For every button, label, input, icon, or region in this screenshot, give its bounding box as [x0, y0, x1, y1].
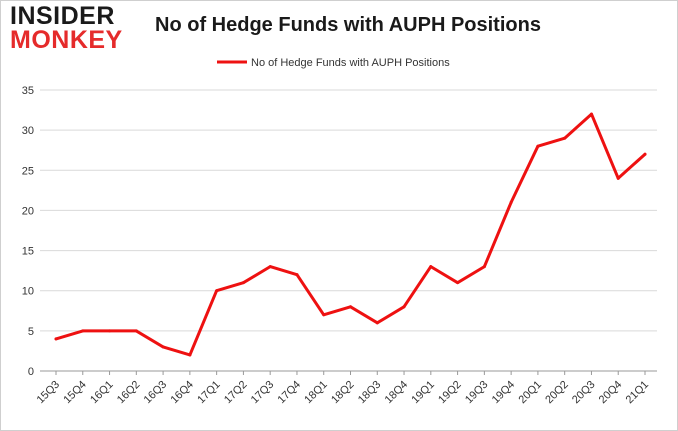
- data-point: [322, 313, 326, 317]
- chart-title: No of Hedge Funds with AUPH Positions: [155, 14, 541, 36]
- y-tick-label: 5: [28, 326, 34, 338]
- data-point: [456, 281, 460, 285]
- y-tick-label: 15: [22, 246, 34, 258]
- data-point: [536, 144, 540, 148]
- x-tick-label: 20Q4: [597, 379, 625, 407]
- x-tick-label: 18Q3: [356, 379, 384, 407]
- data-point: [215, 289, 219, 293]
- data-point: [429, 265, 433, 269]
- x-tick-label: 15Q4: [61, 379, 89, 407]
- x-tick-label: 16Q1: [88, 379, 116, 407]
- data-point: [108, 329, 112, 333]
- logo-line-2: MONKEY: [10, 26, 123, 54]
- logo-line-1: INSIDER: [10, 2, 115, 30]
- data-point: [589, 112, 593, 116]
- x-tick-label: 19Q2: [436, 379, 464, 407]
- data-point: [349, 305, 352, 309]
- data-point: [509, 200, 513, 204]
- data-point: [482, 265, 486, 269]
- insider-monkey-logo: INSIDER MONKEY: [10, 4, 128, 56]
- data-point: [295, 273, 299, 277]
- x-tick-label: 20Q3: [570, 379, 598, 407]
- x-tick-label: 19Q4: [490, 379, 518, 407]
- data-point: [54, 337, 58, 341]
- data-point: [134, 329, 138, 333]
- x-tick-label: 17Q2: [222, 379, 250, 407]
- x-tick-label: 16Q4: [168, 379, 196, 407]
- y-tick-label: 25: [22, 165, 34, 177]
- x-tick-label: 21Q1: [624, 379, 652, 407]
- data-point: [643, 152, 647, 156]
- x-tick-label: 16Q2: [115, 379, 143, 407]
- y-tick-label: 30: [22, 125, 34, 137]
- x-tick-label: 19Q1: [409, 379, 437, 407]
- x-tick-label: 19Q3: [463, 379, 491, 407]
- data-point: [563, 136, 567, 140]
- data-point: [188, 353, 192, 357]
- legend-label: No of Hedge Funds with AUPH Positions: [251, 57, 450, 69]
- x-tick-label: 18Q4: [383, 379, 411, 407]
- data-point: [81, 329, 85, 333]
- y-tick-label: 35: [22, 85, 34, 97]
- series-line: [54, 112, 647, 357]
- x-tick-label: 17Q3: [249, 379, 277, 407]
- x-tick-label: 18Q1: [302, 379, 330, 407]
- x-tick-label: 16Q3: [142, 379, 170, 407]
- data-point: [268, 265, 272, 269]
- data-point: [616, 176, 620, 180]
- x-tick-label: 20Q1: [517, 379, 545, 407]
- y-tick-label: 10: [22, 286, 34, 298]
- x-tick-label: 15Q3: [35, 379, 63, 407]
- x-tick-label: 20Q2: [543, 379, 571, 407]
- y-tick-label: 0: [28, 366, 34, 378]
- data-point: [241, 281, 245, 285]
- data-point: [402, 305, 406, 309]
- y-tick-label: 20: [22, 205, 34, 217]
- x-tick-label: 17Q4: [276, 379, 304, 407]
- x-tick-label: 17Q1: [195, 379, 223, 407]
- x-tick-label: 18Q2: [329, 379, 357, 407]
- data-point: [161, 345, 165, 349]
- data-point: [375, 321, 379, 325]
